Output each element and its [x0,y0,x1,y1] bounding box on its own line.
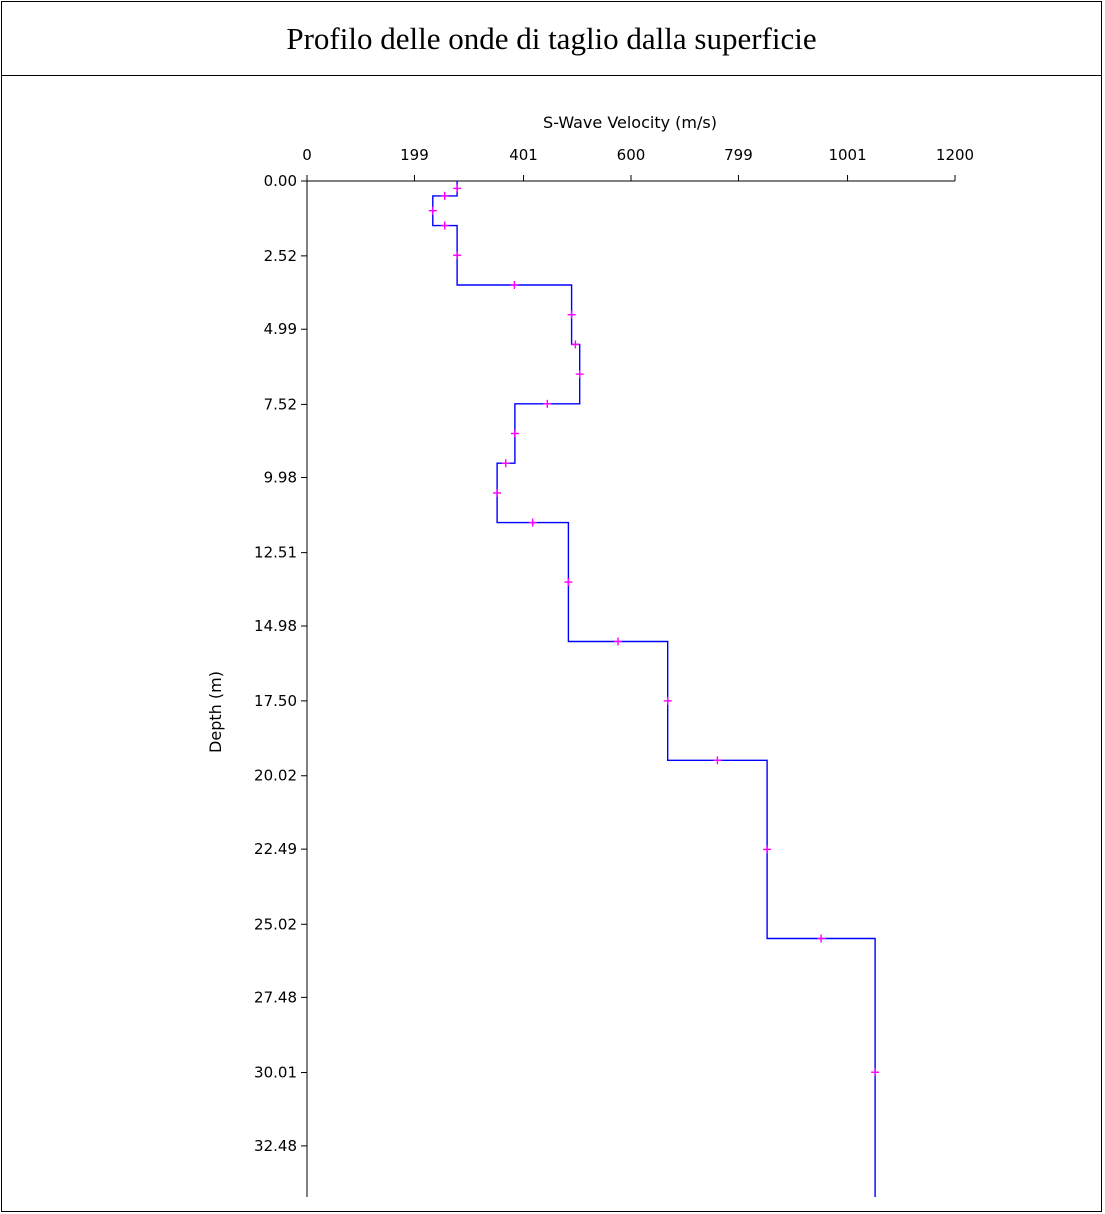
x-tick-label: 1001 [828,146,866,164]
data-point-marker [817,934,826,943]
series-group [428,181,880,1197]
data-point-marker [571,340,580,349]
x-tick-label: 199 [400,146,429,164]
y-tick-label: 14.98 [254,617,297,635]
x-tick-label: 0 [302,146,312,164]
data-point-marker [440,221,449,230]
y-axis-title: Depth (m) [206,671,225,753]
data-point-marker [493,488,502,497]
data-point-marker [713,756,722,765]
y-tick-label: 30.01 [254,1064,297,1082]
data-point-marker [510,429,519,438]
x-tick-label: 600 [617,146,646,164]
axes-group: 0 199 401 600 799 1001 1200 0.00 2.52 4.99 7.52 9.9… [254,146,974,1197]
y-tick-label: 25.02 [254,915,297,933]
y-tick-label: 9.98 [264,468,297,486]
data-point-marker [564,578,573,587]
data-point-marker [528,518,537,527]
x-tick-label: 1200 [936,146,974,164]
x-tick-label: 799 [724,146,753,164]
y-tick-label: 27.48 [254,988,297,1006]
data-point-marker [543,399,552,408]
x-tick-label: 401 [509,146,538,164]
y-tick-label: 0.00 [264,172,297,190]
data-point-marker [575,370,584,379]
y-tick-label: 4.99 [264,320,297,338]
data-point-marker [663,696,672,705]
data-point-marker [510,280,519,289]
velocity-profile-line [432,181,876,1197]
y-tick-label: 20.02 [254,767,297,785]
y-tick-label: 32.48 [254,1137,297,1155]
data-point-marker [614,637,623,646]
data-point-marker [453,184,462,193]
data-point-marker [763,845,772,854]
y-tick-label: 12.51 [254,544,297,562]
y-tick-label: 22.49 [254,840,297,858]
data-point-marker [871,1068,880,1077]
data-point-marker [501,459,510,468]
y-tick-label: 2.52 [264,247,297,265]
data-point-marker [453,251,462,260]
x-axis-title: S-Wave Velocity (m/s) [543,113,717,132]
y-tick-label: 7.52 [264,395,297,413]
y-tick-label: 17.50 [254,692,297,710]
data-point-marker [567,310,576,319]
data-point-marker [440,191,449,200]
data-point-marker [428,206,437,215]
page-title: Profilo delle onde di taglio dalla super… [2,2,1101,76]
